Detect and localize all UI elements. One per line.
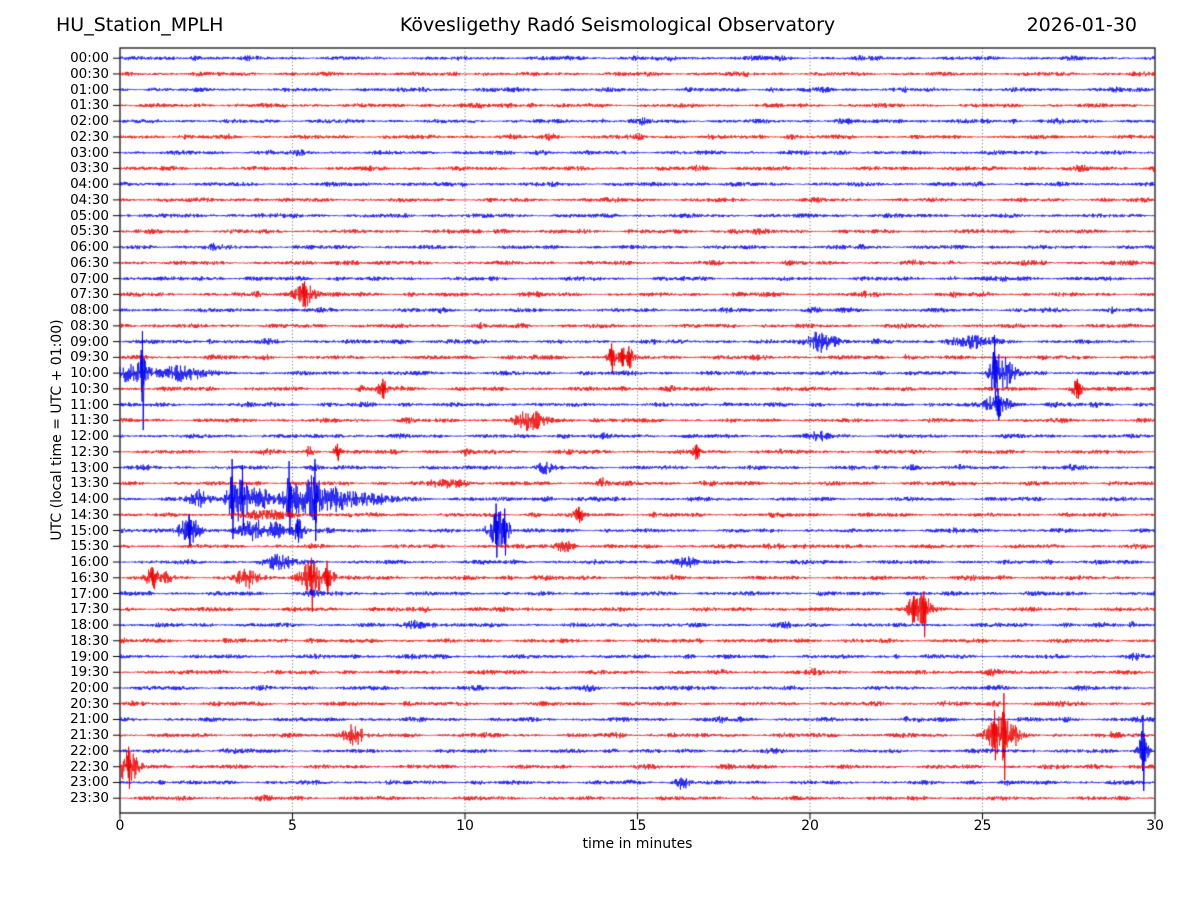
date-title: 2026-01-30 (1026, 14, 1137, 36)
y-tick-label: 15:30 (70, 538, 109, 555)
y-tick-label: 22:30 (70, 758, 109, 775)
x-tick-label: 0 (115, 818, 125, 834)
y-tick-label: 09:00 (70, 333, 109, 350)
x-axis-label: time in minutes (582, 836, 693, 852)
y-tick-label: 20:00 (70, 680, 109, 696)
observatory-title: Kövesligethy Radó Seismological Observat… (399, 14, 836, 36)
y-tick-label: 04:00 (70, 176, 109, 193)
y-tick-label: 17:00 (70, 585, 109, 602)
x-tick-label: 20 (801, 818, 819, 834)
y-tick-label: 12:30 (70, 443, 109, 460)
y-tick-label: 11:30 (70, 412, 109, 429)
y-tick-label: 08:00 (70, 302, 109, 319)
y-tick-label: 19:00 (70, 648, 109, 665)
y-tick-label: 06:00 (70, 239, 109, 256)
y-tick-label: 20:30 (70, 695, 109, 712)
y-tick-label: 22:00 (70, 742, 109, 759)
x-tick-label: 30 (1146, 818, 1164, 834)
station-title: HU_Station_MPLH (56, 14, 224, 36)
y-tick-label: 09:30 (70, 349, 109, 366)
y-tick-label: 21:00 (70, 711, 109, 728)
y-tick-label: 14:30 (70, 506, 109, 523)
y-tick-label: 01:30 (70, 97, 109, 114)
y-tick-label: 07:00 (70, 270, 109, 287)
y-tick-label: 15:00 (70, 522, 109, 539)
y-tick-label: 23:30 (70, 790, 109, 807)
y-tick-label: 10:30 (70, 380, 109, 397)
x-tick-label: 5 (288, 818, 297, 834)
y-tick-label: 21:30 (70, 727, 109, 744)
y-tick-label: 05:00 (70, 207, 109, 224)
y-tick-label: 03:00 (70, 144, 109, 161)
y-tick-label: 17:30 (70, 601, 109, 618)
y-tick-label: 19:30 (70, 664, 109, 681)
y-tick-label: 13:30 (70, 475, 109, 492)
y-tick-label: 03:30 (70, 160, 109, 177)
y-tick-label: 06:30 (70, 254, 109, 271)
y-tick-label: 02:00 (70, 113, 109, 130)
y-tick-label: 05:30 (70, 223, 109, 240)
x-tick-label: 15 (628, 818, 647, 834)
y-tick-label: 00:30 (70, 65, 109, 82)
y-tick-label: 14:00 (70, 491, 109, 508)
y-tick-label: 18:00 (70, 617, 109, 634)
y-tick-label: 02:30 (70, 128, 109, 145)
y-tick-label: 00:00 (70, 50, 109, 67)
y-tick-label: 10:00 (70, 365, 109, 382)
y-tick-label: 16:00 (70, 554, 109, 571)
y-tick-label: 01:00 (70, 81, 109, 98)
y-tick-label: 12:00 (70, 428, 109, 445)
y-tick-label: 18:30 (70, 632, 109, 649)
x-tick-label: 25 (973, 818, 992, 834)
x-tick-label: 10 (456, 818, 474, 834)
y-tick-label: 07:30 (70, 286, 109, 303)
y-tick-label: 16:30 (70, 569, 109, 586)
y-tick-label: 11:00 (70, 396, 109, 413)
y-tick-label: 13:00 (70, 459, 109, 476)
y-tick-label: 04:30 (70, 191, 109, 208)
y-tick-label: 23:00 (70, 774, 109, 791)
y-tick-label: 08:30 (70, 317, 109, 334)
